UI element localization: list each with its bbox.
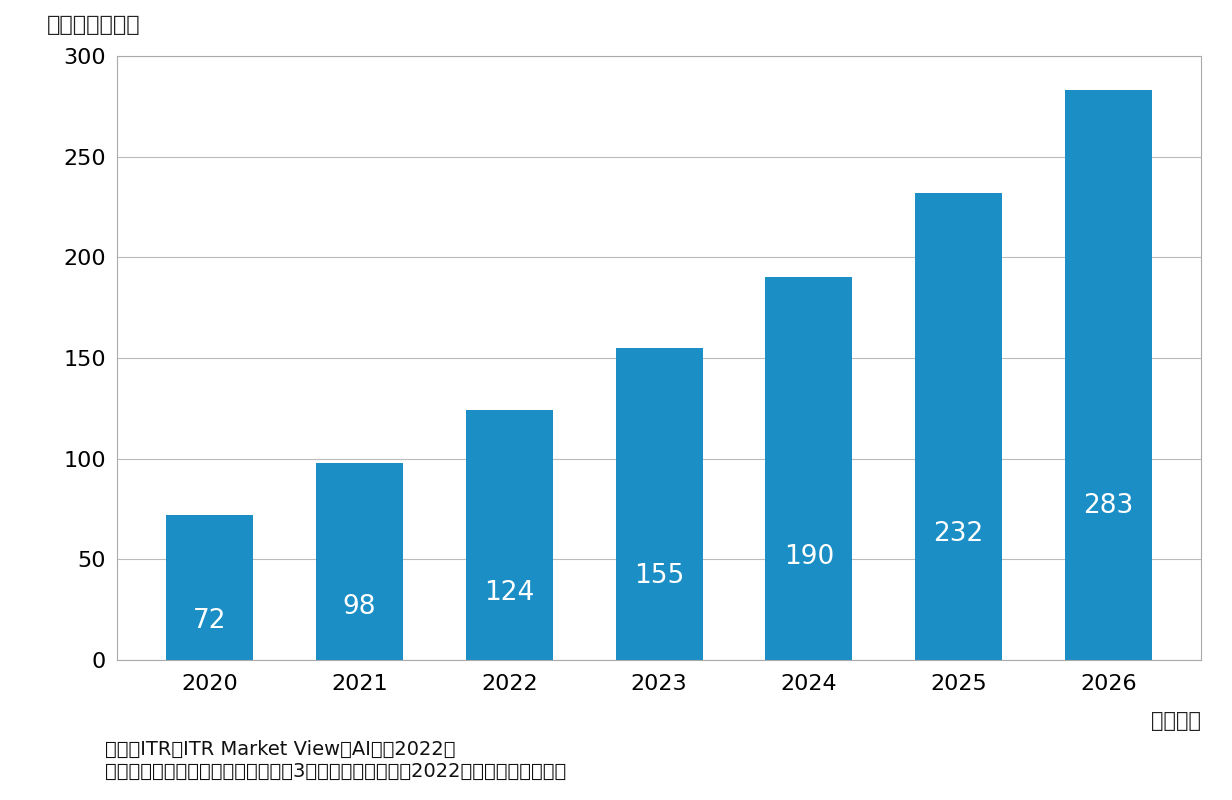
- Text: 124: 124: [484, 579, 535, 606]
- Bar: [616, 348, 702, 660]
- Text: 190: 190: [784, 544, 834, 570]
- Bar: [765, 278, 853, 660]
- Bar: [915, 193, 1002, 660]
- Bar: [317, 462, 403, 660]
- Bar: [1064, 90, 1152, 660]
- Text: 232: 232: [934, 521, 984, 547]
- Text: 出典：ITR『ITR Market View：AI市刅2022』: 出典：ITR『ITR Market View：AI市刅2022』: [105, 740, 455, 759]
- Text: 283: 283: [1083, 493, 1133, 519]
- Text: ＊ベンダーの売上金額を対象とし、3月期ベースで换算　2022年度以降は予測値。: ＊ベンダーの売上金額を対象とし、3月期ベースで换算 2022年度以降は予測値。: [105, 762, 565, 781]
- Text: （年度）: （年度）: [1151, 711, 1201, 731]
- Text: 155: 155: [634, 562, 684, 589]
- Text: 98: 98: [342, 594, 376, 620]
- Bar: [166, 515, 254, 660]
- Bar: [466, 410, 553, 660]
- Text: （単位：億円）: （単位：億円）: [47, 15, 140, 35]
- Text: 72: 72: [193, 608, 227, 634]
